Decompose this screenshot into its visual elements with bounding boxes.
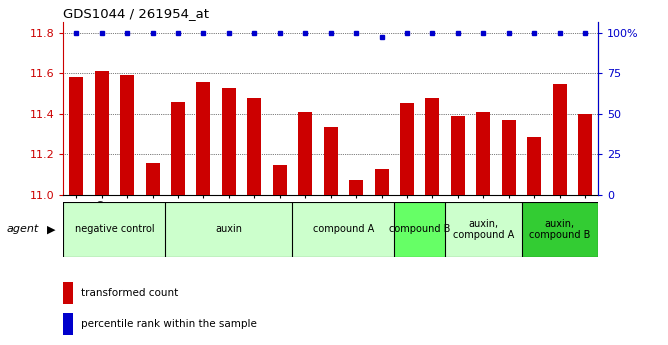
Bar [293,202,394,257]
Bar [146,164,160,195]
Bar [222,88,236,195]
Bar [451,116,465,195]
Text: agent: agent [7,225,39,234]
Text: percentile rank within the sample: percentile rank within the sample [81,319,257,329]
Bar [171,101,185,195]
Bar [63,282,73,304]
Bar [165,202,293,257]
Bar [324,127,337,195]
Bar [247,98,261,195]
Text: ▶: ▶ [47,225,55,234]
Text: compound A: compound A [313,225,374,234]
Text: negative control: negative control [75,225,154,234]
Bar [273,166,287,195]
Text: GDS1044 / 261954_at: GDS1044 / 261954_at [63,7,210,20]
Text: compound B: compound B [389,225,450,234]
Bar [476,112,490,195]
Bar [69,77,84,195]
Bar [95,71,109,195]
Bar [522,202,598,257]
Text: auxin,
compound A: auxin, compound A [453,219,514,240]
Bar [120,75,134,195]
Bar [445,202,522,257]
Bar [298,112,312,195]
Bar [426,98,440,195]
Text: auxin,
compound B: auxin, compound B [529,219,591,240]
Bar [63,202,165,257]
Bar [578,114,592,195]
Bar [375,169,389,195]
Text: transformed count: transformed count [81,288,178,298]
Bar [552,84,566,195]
Bar [527,137,541,195]
Bar [196,82,210,195]
Bar [63,313,73,335]
Bar [394,202,445,257]
Text: auxin: auxin [215,225,242,234]
Bar [400,102,414,195]
Bar [349,180,363,195]
Bar [502,120,516,195]
